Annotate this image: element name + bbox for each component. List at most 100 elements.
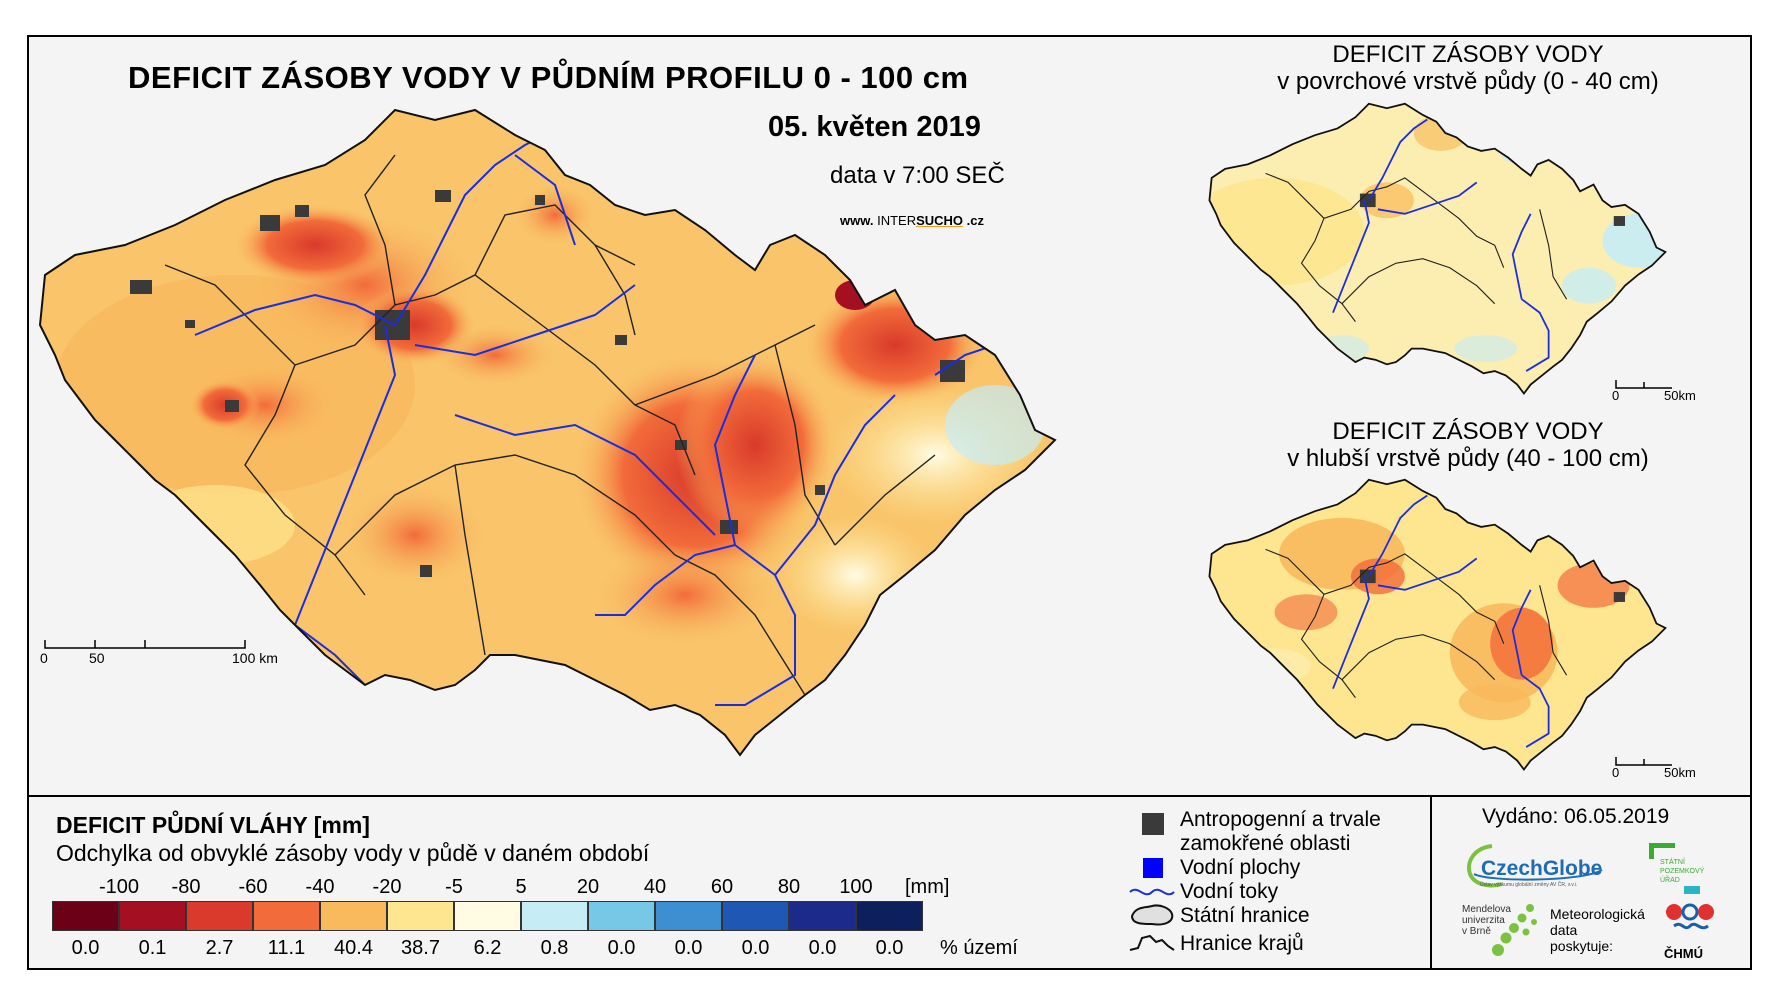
legend-tick: 20 — [576, 876, 600, 898]
inset-top-map — [1208, 102, 1667, 395]
legend-tick: -40 — [305, 876, 335, 898]
state-border-symbol — [1130, 904, 1174, 926]
legend-unit: [mm] — [905, 876, 950, 898]
river-symbol — [1129, 888, 1175, 896]
legend-tick: -100 — [98, 876, 140, 898]
legend-percent: 0.0 — [875, 937, 904, 959]
met-text-line3: poskytuje: — [1550, 938, 1614, 954]
legend-tick: -20 — [372, 876, 402, 898]
legend-tick: 60 — [710, 876, 734, 898]
legend-tick: 80 — [777, 876, 801, 898]
spu-text-line3: ÚŘAD — [1660, 877, 1680, 884]
inset-bottom-scale-50: 50km — [1664, 765, 1696, 780]
inset-top-title-line1: DEFICIT ZÁSOBY VODY — [1332, 41, 1604, 68]
inset-top-scale-bar — [1615, 380, 1672, 389]
legend-percent: 0.0 — [741, 937, 770, 959]
legend-swatch — [454, 901, 521, 931]
inset-bottom-title-line1: DEFICIT ZÁSOBY VODY — [1332, 418, 1604, 445]
met-text-line2: data — [1550, 922, 1578, 938]
legend-percent: 40.4 — [334, 937, 373, 959]
legend-swatch — [655, 901, 722, 931]
spu-text-line2: POZEMKOVÝ — [1660, 868, 1705, 875]
met-text-line1: Meteorologická — [1550, 906, 1645, 922]
legend-swatch — [387, 901, 454, 931]
main-map — [39, 109, 1056, 756]
legend-percent-unit: % území — [940, 937, 1018, 959]
chmu-logo — [1666, 886, 1714, 930]
inset-bottom-scale-bar — [1615, 757, 1672, 766]
legend-tick: 5 — [515, 876, 527, 898]
main-scale-0: 0 — [40, 650, 48, 666]
czechglobe-text: CzechGlobe — [1481, 857, 1603, 880]
water-body-symbol — [1143, 858, 1163, 878]
urban-label-line2: zamokřené oblasti — [1180, 832, 1351, 855]
legend-percent: 0.8 — [540, 937, 569, 959]
met-text: Meteorologická data poskytuje: — [1550, 906, 1645, 954]
region-border-symbol — [1129, 934, 1175, 951]
urban-label-line1: Antropogenní a trvale — [1180, 808, 1381, 831]
legend-tick: 100 — [839, 876, 873, 898]
legend-percent: 0.0 — [674, 937, 703, 959]
legend-swatch — [588, 901, 655, 931]
website: www. INTERSUCHO .cz — [840, 213, 984, 228]
water-bodies-label: Vodní plochy — [1180, 856, 1301, 879]
legend-swatch — [119, 901, 186, 931]
legend-tick: -80 — [171, 876, 201, 898]
legend-percent: 11.1 — [267, 937, 306, 959]
legend-tick: 40 — [643, 876, 667, 898]
region-border-label: Hranice krajů — [1180, 932, 1304, 955]
mendel-text: Mendelova univerzita v Brně — [1462, 904, 1511, 937]
legend-percent: 38.7 — [401, 937, 440, 959]
czechglobe-small-text: Ústav výzkumu globální změny AV ČR, v.v.… — [1480, 882, 1578, 888]
main-scale-100: 100 km — [232, 650, 278, 666]
legend-swatch — [186, 901, 253, 931]
state-border-label: Státní hranice — [1180, 904, 1310, 927]
main-title: DEFICIT ZÁSOBY VODY V PŮDNÍM PROFILU 0 -… — [128, 60, 969, 95]
main-date: 05. květen 2019 — [768, 111, 981, 143]
legend-swatch — [52, 901, 119, 931]
inset-top-title-line2: v povrchové vrstvě půdy (0 - 40 cm) — [1277, 68, 1659, 95]
website-brand-a: INTER — [877, 213, 917, 228]
legend-swatch — [253, 901, 320, 931]
mendel-logo — [1492, 904, 1537, 956]
rivers-label: Vodní toky — [1180, 880, 1279, 903]
inset-top-scale-0: 0 — [1612, 388, 1620, 403]
inset-bottom-map — [1208, 478, 1667, 771]
spu-text: STÁTNÍ POZEMKOVÝ ÚŘAD — [1660, 858, 1704, 885]
legend-swatch — [789, 901, 856, 931]
legend-subtitle: Odchylka od obvyklé zásoby vody v půdě v… — [56, 840, 650, 866]
legend-divider — [27, 795, 1752, 797]
legend-percent: 0.0 — [607, 937, 636, 959]
mendel-text-line3: v Brně — [1462, 926, 1491, 937]
mendel-text-line2: univerzita — [1462, 915, 1505, 926]
issued-date: Vydáno: 06.05.2019 — [1482, 805, 1670, 828]
website-brand-b: SUCHO — [916, 213, 964, 228]
spu-logo — [1649, 843, 1675, 859]
main-time: data v 7:00 SEČ — [830, 162, 1005, 189]
inset-bottom-title-line2: v hlubší vrstvě půdy (40 - 100 cm) — [1287, 445, 1649, 472]
chmu-text: ČHMÚ — [1664, 946, 1703, 961]
legend-percent: 2.7 — [205, 937, 234, 959]
legend-percent: 0.0 — [71, 937, 100, 959]
main-scale-50: 50 — [89, 650, 105, 666]
urban-area-symbol — [1142, 813, 1164, 835]
legend-tick: -60 — [238, 876, 268, 898]
legend-title: DEFICIT PŮDNÍ VLÁHY [mm] — [56, 812, 370, 838]
legend-swatch — [320, 901, 387, 931]
legend-swatch — [722, 901, 789, 931]
legend-swatch — [856, 901, 923, 931]
inset-top-title: DEFICIT ZÁSOBY VODY v povrchové vrstvě p… — [1208, 41, 1728, 95]
inset-top-scale-50: 50km — [1664, 388, 1696, 403]
legend-tick: -5 — [445, 876, 463, 898]
footer-divider — [1430, 795, 1432, 970]
legend-percent: 0.1 — [138, 937, 167, 959]
legend-percent: 0.0 — [808, 937, 837, 959]
mendel-text-line1: Mendelova — [1462, 904, 1511, 915]
main-scale-bar — [44, 640, 246, 649]
legend-percent: 6.2 — [473, 937, 502, 959]
legend-swatch — [521, 901, 588, 931]
inset-bottom-scale-0: 0 — [1612, 765, 1620, 780]
website-prefix: www. — [840, 213, 874, 228]
website-suffix: .cz — [966, 213, 985, 228]
czechglobe-logo — [1467, 844, 1603, 888]
